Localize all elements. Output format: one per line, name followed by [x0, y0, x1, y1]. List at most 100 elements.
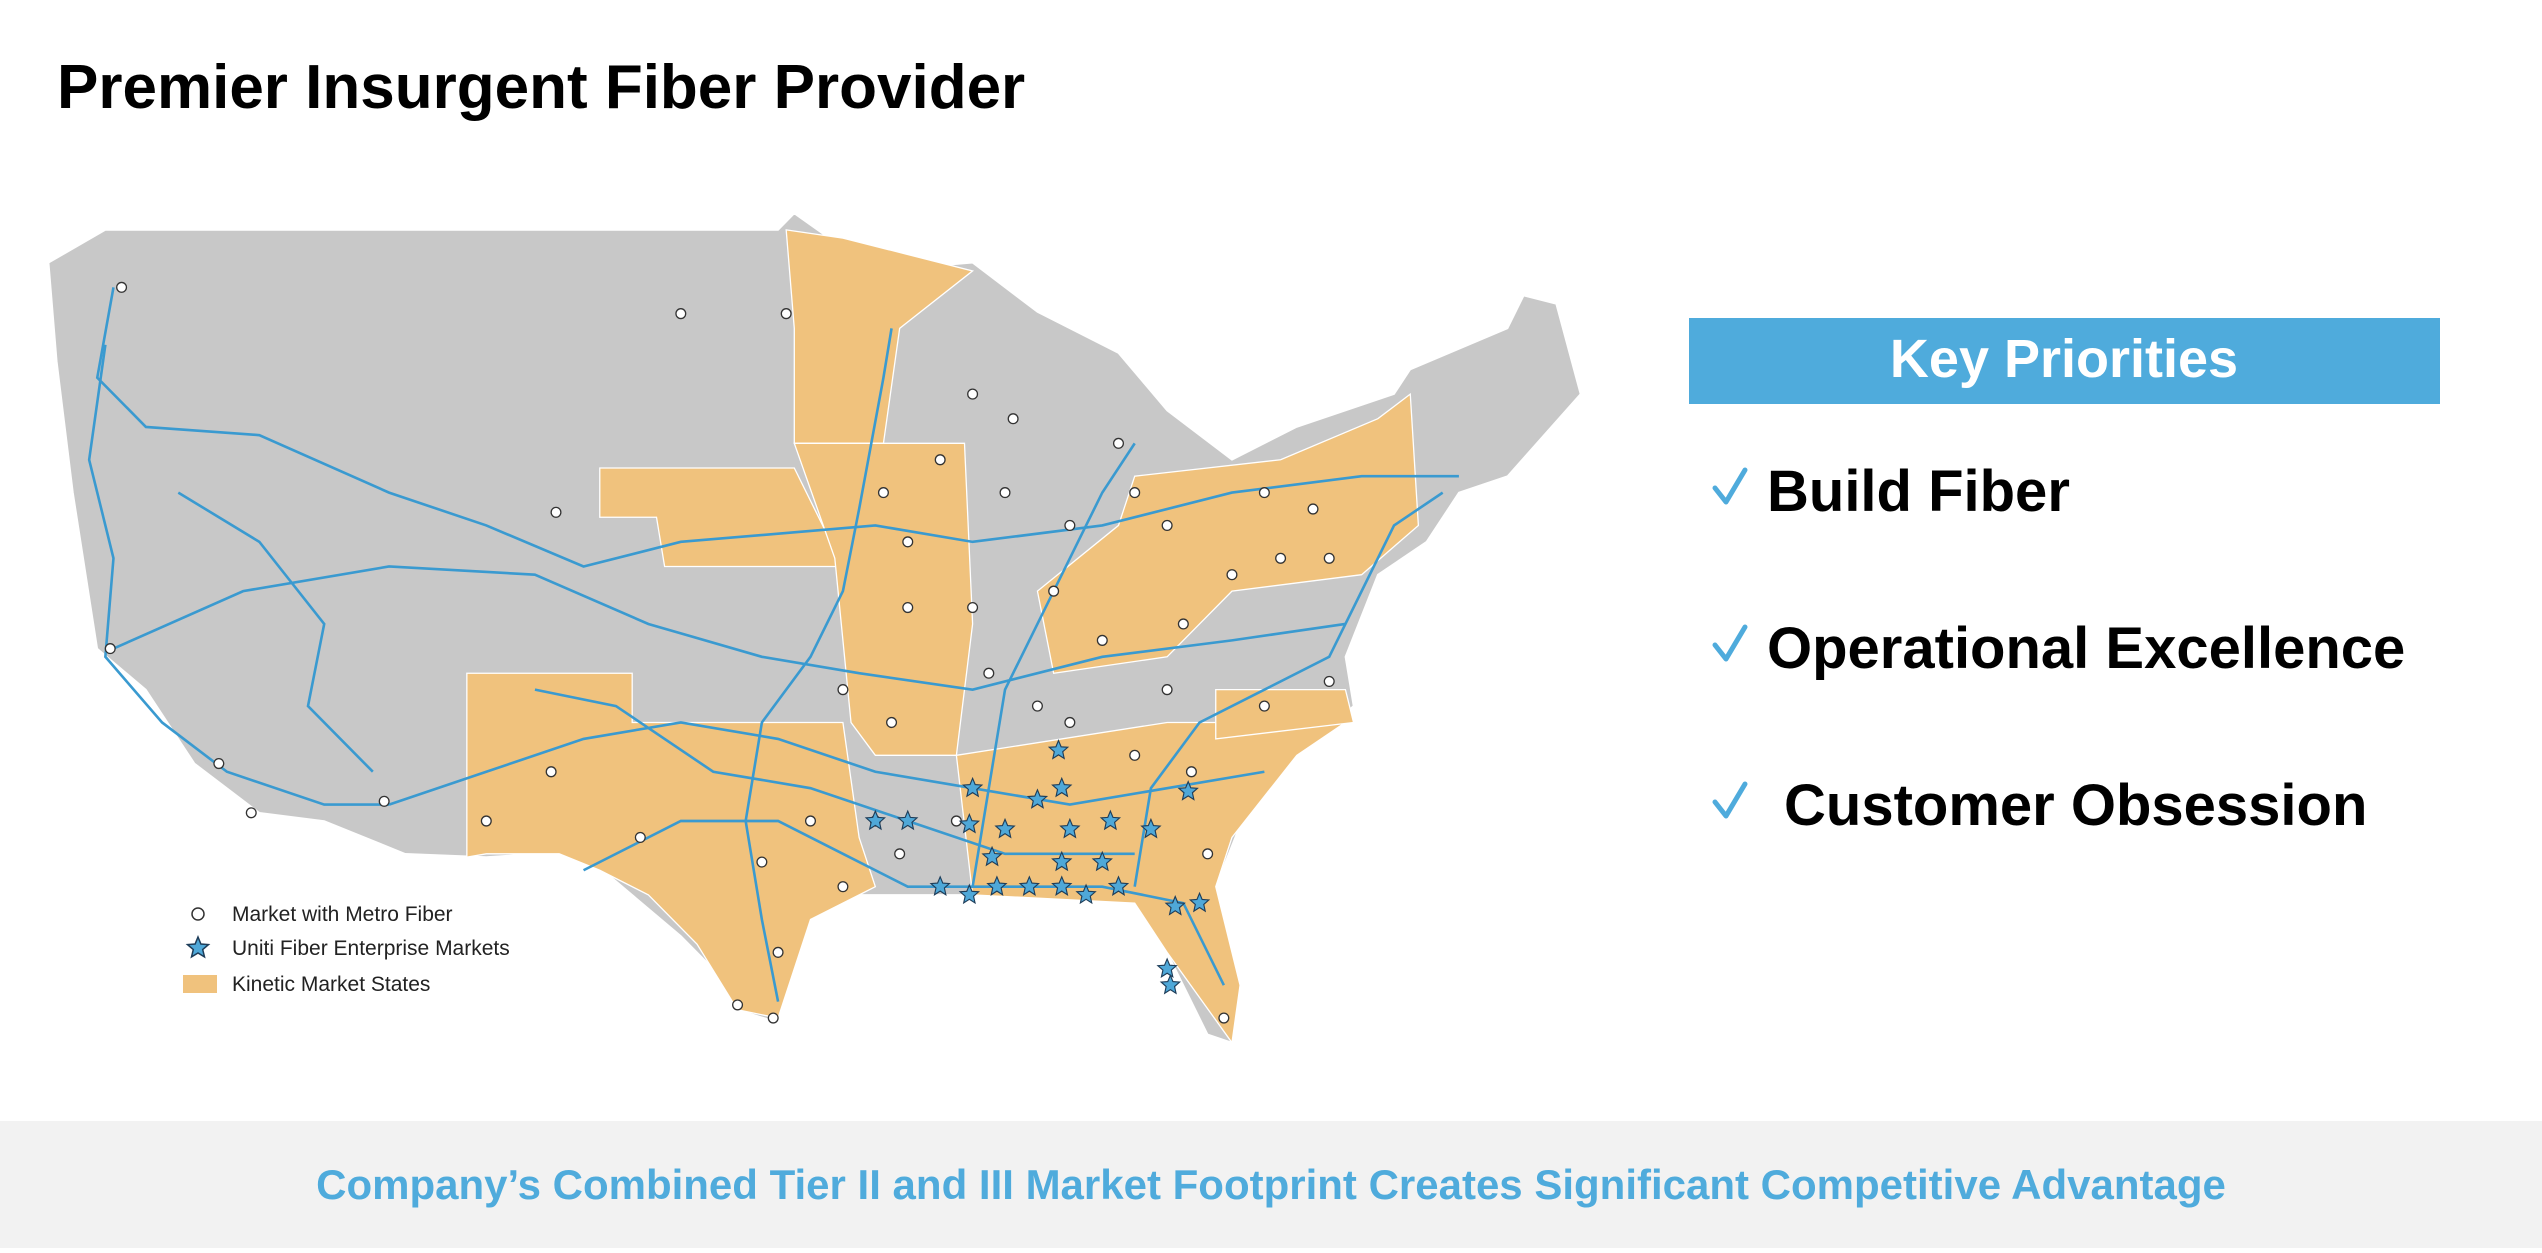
fiber-route	[971, 442, 1136, 887]
uniti-market	[1051, 850, 1073, 872]
metro-market	[1307, 503, 1319, 515]
uniti-market	[1188, 891, 1211, 913]
legend-label: Kinetic Market States	[232, 973, 430, 996]
fiber-route	[112, 565, 1346, 691]
metro-market	[1202, 848, 1214, 860]
uniti-market	[1026, 788, 1049, 809]
uniti-market	[958, 812, 980, 834]
metro-market	[967, 388, 979, 400]
uniti-market	[1075, 883, 1097, 905]
metro-market	[1129, 749, 1141, 761]
metro-market	[767, 1012, 779, 1024]
metro-market	[1112, 437, 1125, 449]
priorities-header-bg	[1689, 318, 2440, 404]
metro-market	[1185, 766, 1197, 778]
metro-market	[1064, 716, 1076, 729]
metro-market	[545, 766, 557, 778]
uniti-market	[897, 809, 919, 831]
uniti-market	[1051, 875, 1073, 896]
metro-market	[550, 506, 562, 518]
metro-market	[1096, 634, 1108, 646]
state	[466, 672, 877, 1019]
uniti-market	[1059, 817, 1081, 839]
uniti-market	[929, 875, 951, 896]
metro-market	[894, 848, 906, 860]
checkmark	[1712, 781, 1748, 819]
metro-market	[1048, 585, 1060, 597]
legend-icon-kinetic	[183, 975, 217, 993]
metro-market	[732, 999, 744, 1011]
metro-market	[378, 795, 390, 807]
metro-market	[1218, 1012, 1230, 1024]
metro-market	[1323, 552, 1335, 564]
priority-item: Build Fiber	[1767, 459, 2070, 524]
checkmark	[1712, 467, 1748, 505]
metro-market	[886, 716, 898, 729]
uniti-market	[1099, 809, 1122, 831]
metro-market	[1007, 413, 1019, 425]
markets	[104, 281, 1335, 1024]
state	[1215, 688, 1355, 740]
priority-item: Customer Obsession	[1784, 773, 2367, 838]
metro-market	[780, 308, 792, 320]
uniti-market	[1047, 739, 1070, 760]
metro-market	[983, 667, 995, 679]
uniti-market	[1018, 875, 1040, 896]
metro-market	[1323, 675, 1335, 688]
legend-icon-star	[185, 935, 211, 959]
metro-market	[1161, 519, 1173, 532]
metro-market	[104, 643, 116, 655]
metro-market	[902, 601, 914, 614]
metro-market	[116, 281, 128, 293]
metro-market	[1031, 700, 1043, 712]
metro-market	[1064, 519, 1076, 532]
metro-market	[804, 815, 817, 827]
state	[793, 442, 974, 756]
uniti-market	[1164, 895, 1186, 916]
fiber-route	[177, 491, 374, 773]
uniti-market	[864, 809, 886, 831]
state	[1036, 392, 1420, 674]
metro-market	[213, 757, 225, 770]
uniti-market	[1091, 850, 1113, 872]
fiber-routes	[87, 287, 1459, 1002]
metro-market	[902, 536, 914, 548]
state	[955, 721, 1348, 1045]
us-map	[47, 212, 1582, 1045]
uniti-market	[1140, 817, 1162, 839]
map-legend: Market with Metro Fiber Uniti Fiber Ente…	[183, 903, 510, 996]
footer-band	[0, 1121, 2542, 1248]
metro-market	[934, 454, 946, 466]
fiber-route	[534, 688, 1135, 856]
metro-market	[756, 856, 768, 868]
state	[785, 229, 975, 444]
checkmarks	[1712, 467, 1748, 819]
uniti-market	[1177, 780, 1199, 801]
metro-market	[1177, 618, 1189, 630]
uniti-market	[994, 817, 1016, 839]
uniti-market	[986, 875, 1008, 896]
priority-item: Operational Excellence	[1767, 616, 2405, 681]
metro-market	[675, 308, 687, 320]
metro-market	[1129, 487, 1141, 499]
legend-icon-metro	[191, 907, 205, 921]
metro-market	[1275, 552, 1287, 564]
metro-market	[772, 946, 784, 958]
uniti-market	[1159, 973, 1182, 995]
metro-market	[877, 487, 889, 499]
checkmark	[1712, 624, 1748, 662]
uniti-market	[1107, 875, 1130, 896]
uniti-market	[1051, 776, 1073, 798]
fiber-route	[388, 721, 1265, 806]
uniti-market	[961, 776, 984, 798]
fiber-route	[95, 287, 1459, 568]
legend-label: Market with Metro Fiber	[232, 903, 453, 926]
fiber-route	[87, 344, 390, 806]
metro-market	[837, 881, 849, 893]
priorities-header: Key Priorities	[1890, 329, 2238, 389]
metro-market	[634, 831, 646, 844]
metro-market	[1161, 684, 1173, 696]
metro-market	[967, 601, 979, 614]
